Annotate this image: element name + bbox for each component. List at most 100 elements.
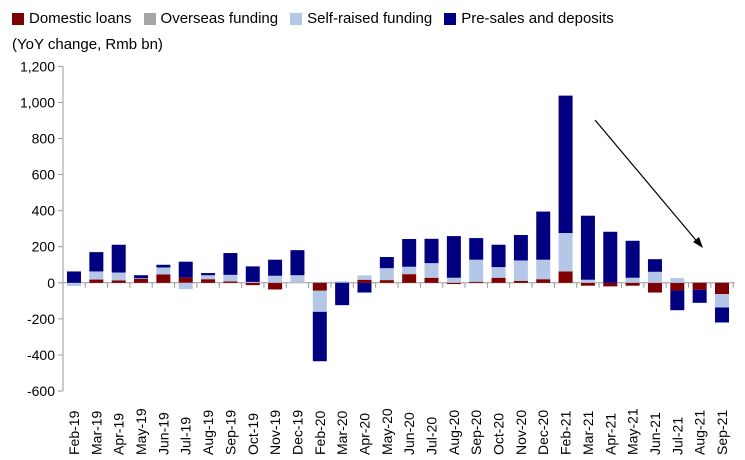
bar-segment [268,259,283,276]
bar-segment [513,235,528,261]
bar-segment [156,264,171,268]
bar-segment [625,277,640,283]
legend-swatch [12,12,24,25]
x-tick-label: Nov-20 [513,410,529,455]
x-tick-label: May-19 [133,408,149,455]
bar-segment [446,282,461,285]
x-tick-label: Feb-21 [558,410,574,455]
legend-item-overseas-funding: Overseas funding [143,10,279,27]
y-tick-label: 800 [32,131,56,147]
bar-segment [223,253,238,275]
bar-segment [424,277,439,283]
x-tick-label: Mar-19 [88,410,104,455]
legend-label: Pre-sales and deposits [461,10,614,27]
bar-segment [178,261,193,278]
bar-segment [424,238,439,264]
x-tick-label: Sep-20 [468,410,484,455]
bar-segment [715,294,729,308]
bar-segment [290,250,305,276]
x-tick-label: Feb-19 [66,410,82,455]
bar-segment [312,282,327,291]
bar-segment [134,275,149,279]
bar-segment [156,267,171,275]
legend-label: Self-raised funding [307,10,433,27]
legend-label: Overseas funding [160,10,279,27]
bar-segment [580,215,595,280]
bar-segment [491,277,506,283]
bar-segment [335,281,350,283]
bar-segment [670,290,685,311]
y-axis-label: (YoY change, Rmb bn) [12,36,163,53]
x-tick-label: Sep-21 [714,410,730,455]
bar-segment [335,282,350,306]
bar-segment [513,260,528,281]
legend-swatch [143,12,156,25]
bar-segment [312,290,327,312]
bar-segment [178,277,193,283]
bar-segment [491,244,506,268]
bar-segment [446,236,461,278]
bar-segment [580,279,595,283]
bar-segment [424,263,439,278]
y-tick-label: -400 [27,347,55,363]
bar-segment [715,307,729,323]
x-tick-label: Oct-20 [491,413,507,455]
bar-segment [647,271,662,283]
bar-segment [67,282,81,287]
y-tick-label: -600 [27,383,55,399]
bar-segment [379,257,394,269]
bar-segment [402,238,417,267]
x-tick-label: Jul-19 [178,417,194,455]
bar-segment [357,275,372,280]
bar-segment [357,279,372,283]
bar-segment [536,279,551,283]
x-tick-label: Oct-19 [245,413,261,455]
x-tick-label: Aug-20 [446,410,462,455]
bar-segment [156,274,171,283]
bar-segment [670,278,685,283]
bar-segment [692,282,707,290]
x-tick-label: Jul-20 [424,417,440,455]
bar-segment [469,259,484,282]
bar-segment [134,278,149,283]
bar-segment [245,281,260,283]
bar-segment [402,266,417,275]
bar-segment [201,273,216,276]
bar-segment [670,282,685,291]
bar-segment [111,272,126,281]
y-tick-label: -200 [27,311,55,327]
bar-segment [558,271,573,283]
bar-segment [201,279,216,283]
x-tick-label: Apr-20 [356,413,372,455]
bar-segment [558,95,573,234]
bar-segment [469,238,484,260]
bar-segment [379,268,394,281]
x-tick-label: Dec-20 [535,410,551,455]
bar-segment [67,271,81,283]
x-tick-label: Jun-20 [401,412,417,455]
legend-swatch [290,12,303,25]
trend-arrow-head [693,237,703,248]
bar-segment [134,278,149,279]
bar-segment [268,275,283,283]
x-tick-label: Sep-19 [222,410,238,455]
bar-segment [379,280,394,283]
bar-segment [111,280,126,283]
bar-segment [715,282,729,295]
x-tick-label: Apr-19 [111,413,127,455]
x-tick-label: Aug-19 [200,410,216,455]
x-tick-label: Apr-21 [602,413,618,455]
x-tick-label: May-20 [379,408,395,455]
bar-segment [312,311,327,362]
bar-segment [580,282,595,286]
x-tick-label: May-21 [625,408,641,455]
x-tick-label: Mar-21 [580,410,596,455]
y-tick-label: 1,200 [20,58,55,74]
bar-segment [536,259,551,280]
legend-item-pre-sales: Pre-sales and deposits [444,10,614,27]
x-tick-label: Feb-20 [312,410,328,455]
legend-swatch [444,12,457,25]
bar-segment [558,233,573,272]
bar-segment [223,281,238,283]
